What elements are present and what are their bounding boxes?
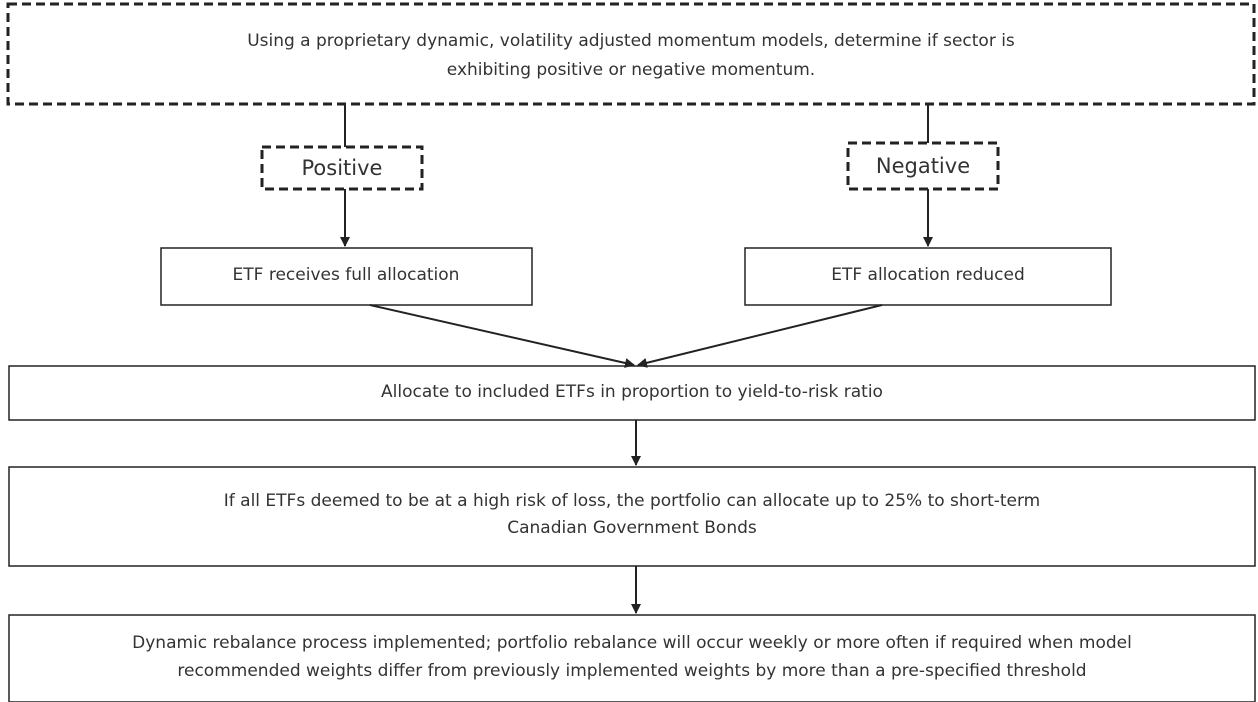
node-text: Negative — [876, 154, 970, 178]
node-text: Positive — [302, 156, 383, 180]
solid-boxes — [8, 247, 1256, 702]
node-text: If all ETFs deemed to be at a high risk … — [224, 491, 1041, 511]
node-text: Canadian Government Bonds — [507, 518, 757, 538]
node-text: Allocate to included ETFs in proportion … — [381, 382, 883, 402]
node-text: ETF allocation reduced — [831, 265, 1025, 285]
node-text: Using a proprietary dynamic, volatility … — [247, 31, 1015, 51]
node-text: recommended weights differ from previous… — [177, 661, 1086, 681]
node-text: Dynamic rebalance process implemented; p… — [132, 633, 1132, 653]
labels: Using a proprietary dynamic, volatility … — [132, 31, 1132, 681]
dashed-boxes — [6, 2, 1256, 191]
connectors — [340, 104, 933, 614]
node-text: ETF receives full allocation — [233, 265, 460, 285]
node-text: exhibiting positive or negative momentum… — [447, 60, 815, 80]
